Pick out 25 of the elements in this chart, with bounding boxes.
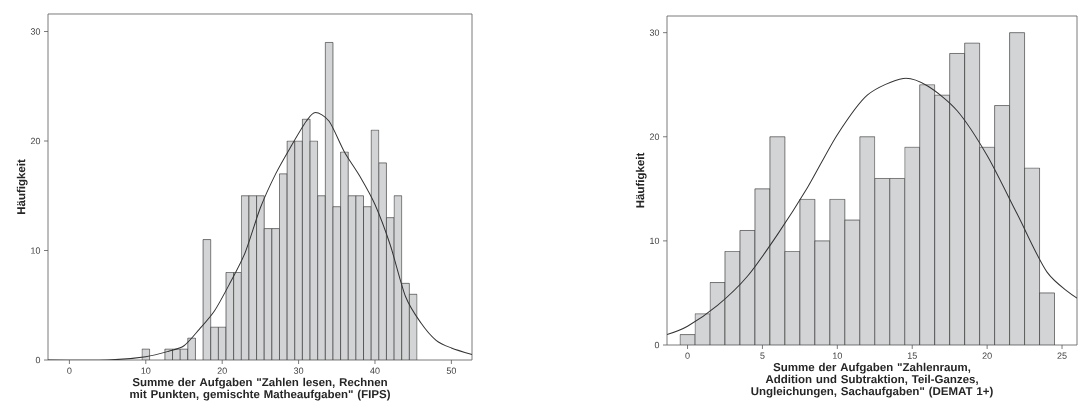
x-tick-label: 20 <box>217 367 227 374</box>
x-tick-label: 15 <box>907 352 917 359</box>
x-tick-label: 30 <box>293 367 304 374</box>
x-tick-label: 25 <box>1057 352 1067 359</box>
y-tick-label: 10 <box>650 237 660 245</box>
x-tick-label: 5 <box>760 352 765 359</box>
y-tick-label: 30 <box>30 28 41 35</box>
x-tick-label: 10 <box>141 367 151 374</box>
y-tick-label: 30 <box>649 29 660 36</box>
y-tick-label: 10 <box>31 247 41 254</box>
x-tick-label: 0 <box>685 352 690 359</box>
y-tick-label: 20 <box>649 133 660 140</box>
x-axis-title: Summe der Aufgaben "Zahlenraum, Addition und Subtraktion, Teil-Ganzes, Ungleichungen, Sachaufgaben" (DEMAT 1+) <box>751 362 993 398</box>
x-tick-label: 50 <box>446 367 457 374</box>
y-tick-label: 0 <box>654 341 660 349</box>
x-tick-label: 20 <box>982 352 992 359</box>
y-axis-title: Häufigkeit <box>635 152 647 208</box>
x-tick-label: 40 <box>370 367 380 374</box>
x-axis-title: Summe der Aufgaben "Zahlen lesen, Rechnen mit Punkten, gemischte Matheaufgaben" (FIPS) <box>130 377 390 401</box>
y-tick-label: 20 <box>30 137 41 145</box>
line-series <box>667 77 1078 336</box>
line-series <box>48 112 473 360</box>
x-tick-label: 10 <box>833 352 842 359</box>
y-axis-title: Häufigkeit <box>16 159 28 215</box>
x-tick-label: 0 <box>67 367 72 374</box>
